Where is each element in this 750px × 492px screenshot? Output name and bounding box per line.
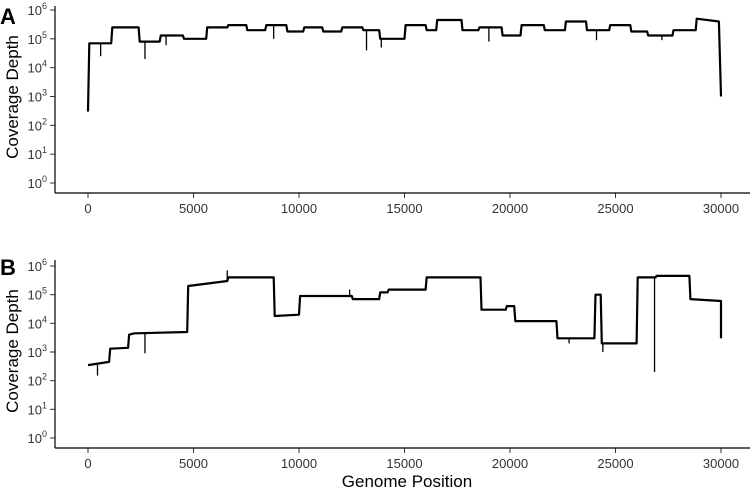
y-tick-label: 100 [28, 429, 47, 446]
y-tick-label: 104 [28, 59, 47, 76]
y-tick-label: 102 [28, 116, 47, 133]
y-tick-label: 104 [28, 314, 47, 331]
y-tick-label: 101 [28, 145, 47, 162]
x-tick-label: 15000 [386, 456, 422, 471]
x-axis-title: Genome Position [342, 472, 472, 491]
x-tick-label: 25000 [597, 456, 633, 471]
x-tick-label: 5000 [179, 201, 208, 216]
x-tick-label: 10000 [281, 456, 317, 471]
y-tick-label: 103 [28, 88, 47, 105]
coverage-line [86, 17, 723, 112]
y-tick-label: 105 [28, 286, 47, 303]
y-tick-label: 106 [28, 257, 47, 274]
panel-a-label: A [0, 4, 16, 29]
y-tick-label: 105 [28, 30, 47, 47]
panel-a-ticks: 100 101 102 103 104 105 106 0 5000 10000 15000 2000… [28, 1, 740, 216]
coverage-line [87, 274, 723, 367]
x-tick-label: 20000 [492, 201, 528, 216]
x-tick-label: 0 [84, 201, 91, 216]
x-tick-label: 30000 [703, 456, 739, 471]
x-tick-label: 0 [84, 456, 91, 471]
panel-b-label: B [0, 255, 16, 280]
panel-b-ticks: 100 101 102 103 104 105 106 0 5000 10000 15000 2000… [28, 257, 740, 471]
y-tick-label: 101 [28, 400, 47, 417]
x-tick-label: 15000 [386, 201, 422, 216]
panel-a: A Coverage Depth 100 101 102 103 104 105 106 0 5… [0, 1, 750, 216]
x-tick-label: 5000 [179, 456, 208, 471]
panel-a-series [86, 17, 723, 112]
panel-b-y-axis-title: Coverage Depth [3, 289, 22, 413]
panel-b: B Coverage Depth 100 101 102 103 104 105 106 0 5… [0, 255, 750, 491]
y-tick-label: 100 [28, 174, 47, 191]
y-tick-label: 106 [28, 1, 47, 18]
panel-a-y-axis-title: Coverage Depth [3, 35, 22, 159]
x-tick-label: 30000 [703, 201, 739, 216]
y-tick-label: 103 [28, 343, 47, 360]
x-tick-label: 10000 [281, 201, 317, 216]
x-tick-label: 20000 [492, 456, 528, 471]
x-tick-label: 25000 [597, 201, 633, 216]
panel-b-series [87, 270, 723, 376]
y-tick-label: 102 [28, 372, 47, 389]
